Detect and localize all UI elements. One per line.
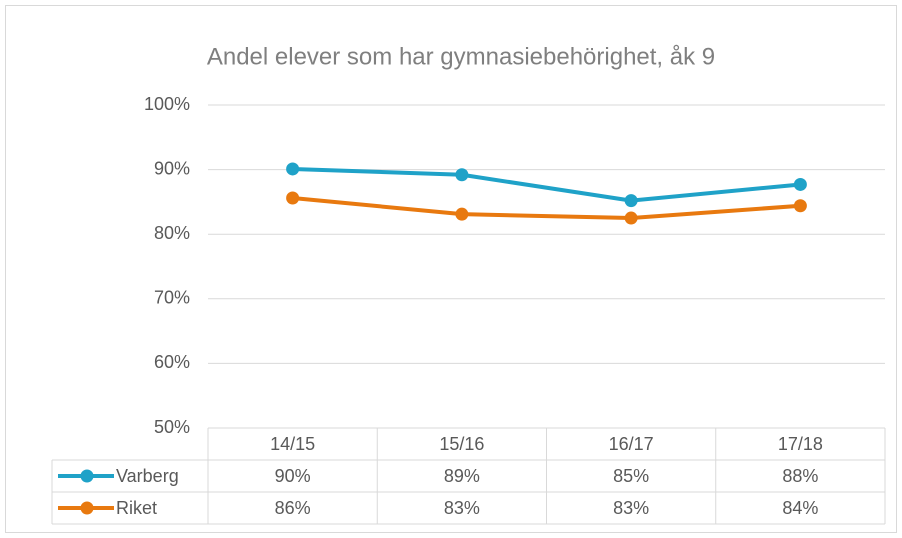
table-value: 83% [613, 498, 649, 518]
legend-label: Riket [116, 498, 157, 518]
legend-label: Varberg [116, 466, 179, 486]
x-tick-label: 17/18 [778, 434, 823, 454]
y-tick-label: 80% [154, 223, 190, 243]
y-tick-label: 90% [154, 158, 190, 178]
legend-key-marker [80, 469, 94, 483]
x-tick-label: 16/17 [609, 434, 654, 454]
point [793, 199, 807, 213]
point [286, 191, 300, 205]
series-line [292, 196, 801, 221]
point [793, 177, 807, 191]
legend-key-marker [80, 501, 94, 515]
y-tick-label: 60% [154, 352, 190, 372]
y-tick-label: 50% [154, 417, 190, 437]
x-tick-label: 14/15 [270, 434, 315, 454]
table-value: 88% [782, 466, 818, 486]
table-value: 86% [275, 498, 311, 518]
point [455, 168, 469, 182]
chart-border [5, 5, 897, 533]
point [624, 211, 638, 225]
table-value: 89% [444, 466, 480, 486]
table-value: 90% [275, 466, 311, 486]
table-value: 83% [444, 498, 480, 518]
point [624, 194, 638, 208]
y-tick-label: 100% [144, 94, 190, 114]
chart-title: Andel elever som har gymnasiebehörighet,… [207, 43, 715, 70]
y-tick-label: 70% [154, 288, 190, 308]
table-value: 84% [782, 498, 818, 518]
point [455, 207, 469, 221]
point [286, 162, 300, 176]
x-tick-label: 15/16 [439, 434, 484, 454]
series-line [292, 166, 801, 203]
table-value: 85% [613, 466, 649, 486]
